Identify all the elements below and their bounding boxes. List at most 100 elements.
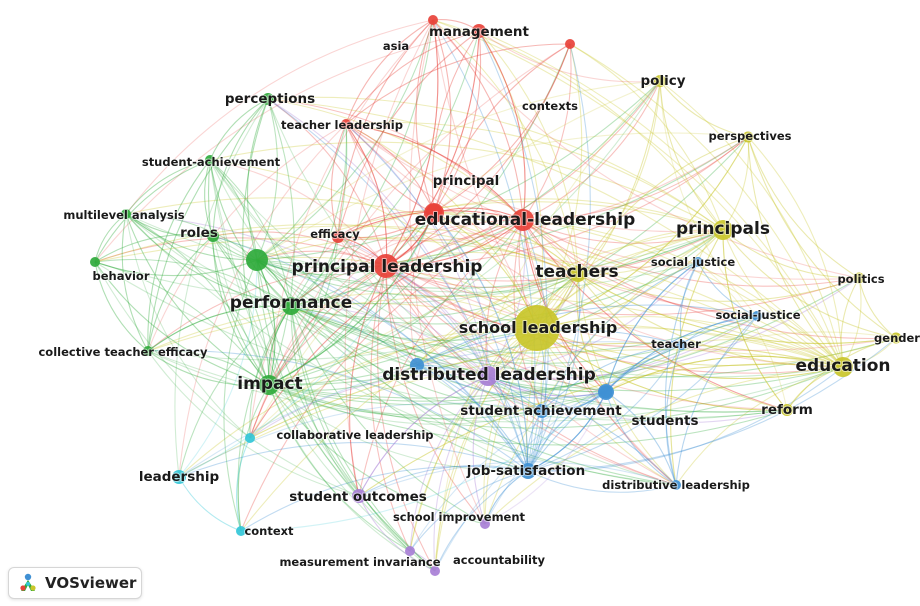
node-context[interactable] xyxy=(236,526,246,536)
node-measurement-invariance[interactable] xyxy=(405,546,415,556)
link xyxy=(722,136,750,231)
node-accountability[interactable] xyxy=(430,566,440,576)
link xyxy=(605,315,758,393)
link xyxy=(605,355,844,393)
node-distributed-leadership[interactable] xyxy=(478,366,498,386)
node-policy[interactable] xyxy=(654,75,666,87)
node-label[interactable]: reform xyxy=(760,401,814,419)
link xyxy=(212,235,436,572)
node-school-leadership[interactable] xyxy=(514,305,560,351)
node-roles[interactable] xyxy=(207,230,219,242)
node-label[interactable]: distributed leadership xyxy=(381,364,597,386)
vosviewer-logo: VOSviewer xyxy=(8,567,142,599)
node-label[interactable]: collective teacher efficacy xyxy=(37,344,209,360)
node-education[interactable] xyxy=(833,357,853,377)
node-label[interactable]: student outcomes xyxy=(288,488,428,506)
node-label[interactable]: collaborative leadership xyxy=(275,427,434,443)
node-gender[interactable] xyxy=(890,332,902,344)
link xyxy=(577,136,749,275)
node-label[interactable]: impact xyxy=(236,373,303,395)
node-label[interactable]: school improvement xyxy=(392,509,527,525)
node-job-satisfaction[interactable] xyxy=(520,463,536,479)
node-efficacy[interactable] xyxy=(332,231,344,243)
node-label[interactable]: principals xyxy=(675,218,771,240)
node-label[interactable]: students xyxy=(630,412,699,430)
link xyxy=(478,30,526,221)
node-label[interactable]: roles xyxy=(179,224,219,242)
node-teacher-leadership[interactable] xyxy=(341,119,351,129)
node-label[interactable]: teacher leadership xyxy=(280,117,404,133)
node-multilevel-analysis[interactable] xyxy=(121,209,131,219)
link xyxy=(94,233,214,263)
node-label[interactable]: distributive leadership xyxy=(601,477,751,493)
link xyxy=(125,159,211,215)
node-label[interactable]: performance xyxy=(229,292,353,314)
node-asia[interactable] xyxy=(428,15,438,25)
node-hub[interactable] xyxy=(424,203,444,223)
node-label[interactable]: efficacy xyxy=(309,226,361,242)
node-contexts[interactable] xyxy=(565,39,575,49)
node-label[interactable]: gender xyxy=(873,330,920,346)
node-label[interactable]: perceptions xyxy=(224,90,316,108)
link xyxy=(569,43,844,368)
node-label[interactable]: social-justice xyxy=(714,307,801,323)
node-label[interactable]: social justice xyxy=(650,254,736,270)
node-student-outcomes[interactable] xyxy=(352,489,366,503)
link xyxy=(536,80,661,329)
node-social-justice[interactable] xyxy=(752,311,762,321)
link xyxy=(434,80,661,572)
node-label[interactable]: teachers xyxy=(534,261,619,283)
node-educational-leadership[interactable] xyxy=(512,209,534,231)
node-label[interactable]: student achievement xyxy=(459,402,623,420)
node-label[interactable]: policy xyxy=(640,72,687,90)
node-label[interactable]: behavior xyxy=(92,268,151,284)
node-leadership[interactable] xyxy=(172,470,186,484)
node-label[interactable]: leadership xyxy=(138,468,221,486)
node-label[interactable]: educational-leadership xyxy=(414,209,637,231)
node-label[interactable]: student-achievement xyxy=(141,154,282,170)
node-label[interactable]: principal leadership xyxy=(291,256,484,278)
node-politics[interactable] xyxy=(853,272,865,284)
node-label[interactable]: accountability xyxy=(452,552,546,568)
node-label[interactable]: teacher xyxy=(650,336,702,352)
node-label[interactable]: measurement invariance xyxy=(278,554,441,570)
node-label[interactable]: management xyxy=(428,23,531,41)
node-label[interactable]: context xyxy=(243,523,295,539)
node-distributive-leadership[interactable] xyxy=(671,480,681,490)
node-label[interactable]: contexts xyxy=(521,98,579,114)
node-principals[interactable] xyxy=(713,220,733,240)
node-impact[interactable] xyxy=(259,375,279,395)
node-performance[interactable] xyxy=(282,297,300,315)
link xyxy=(576,273,607,393)
node-perspectives[interactable] xyxy=(742,131,754,143)
node-label[interactable]: principal xyxy=(432,172,501,190)
node-hub[interactable] xyxy=(598,384,614,400)
link xyxy=(290,305,529,472)
node-label[interactable]: job-satisfaction xyxy=(465,462,586,480)
node-management[interactable] xyxy=(472,24,486,38)
node-hub[interactable] xyxy=(410,358,424,372)
node-student-achievement[interactable] xyxy=(205,155,215,165)
node-behavior[interactable] xyxy=(90,257,100,267)
node-social-justice[interactable] xyxy=(693,257,703,267)
node-label[interactable]: education xyxy=(794,355,891,377)
node-principal-leadership[interactable] xyxy=(374,254,398,278)
node-collective-teacher-efficacy[interactable] xyxy=(143,346,153,356)
node-label[interactable]: perspectives xyxy=(708,128,793,144)
node-school-improvement[interactable] xyxy=(480,519,490,529)
node-hub[interactable] xyxy=(246,249,268,271)
node-perceptions[interactable] xyxy=(262,93,274,105)
node-label[interactable]: school leadership xyxy=(458,317,619,338)
node-teacher[interactable] xyxy=(677,340,687,350)
node-student-achievement[interactable] xyxy=(535,404,549,418)
node-label[interactable]: asia xyxy=(382,38,410,54)
node-label[interactable]: multilevel analysis xyxy=(62,207,185,223)
link xyxy=(409,470,529,552)
node-teachers[interactable] xyxy=(570,266,586,282)
link xyxy=(267,98,844,368)
node-collaborative-leadership[interactable] xyxy=(245,433,255,443)
node-reform[interactable] xyxy=(781,404,793,416)
node-label[interactable]: politics xyxy=(836,271,885,287)
